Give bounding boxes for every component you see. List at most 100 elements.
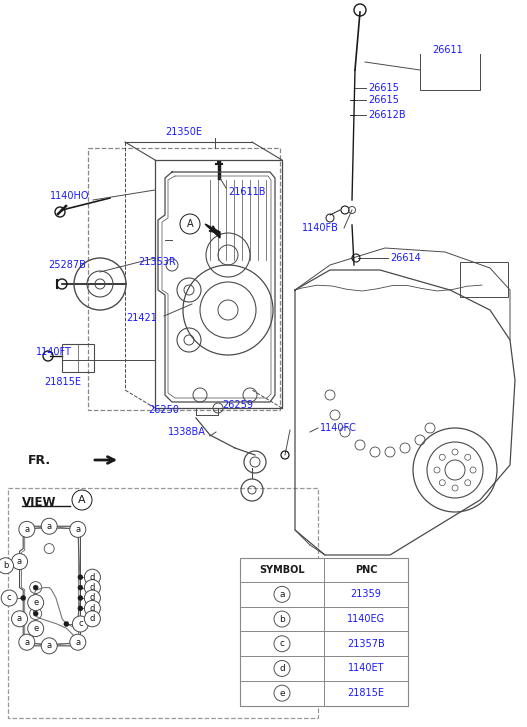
Circle shape (17, 616, 22, 622)
Text: d: d (90, 573, 95, 582)
Text: 21815E: 21815E (44, 377, 81, 387)
Circle shape (12, 611, 27, 627)
Text: b: b (279, 614, 285, 624)
Text: 1140EG: 1140EG (347, 614, 385, 624)
Circle shape (274, 611, 290, 627)
Text: a: a (75, 525, 80, 534)
Circle shape (78, 575, 83, 579)
Text: A: A (78, 495, 86, 505)
Circle shape (33, 585, 38, 590)
Text: 26615: 26615 (368, 83, 399, 93)
Text: e: e (279, 688, 285, 698)
Text: SYMBOL: SYMBOL (259, 565, 305, 575)
Text: 21350E: 21350E (165, 127, 202, 137)
Circle shape (0, 558, 14, 574)
Circle shape (72, 490, 92, 510)
Text: VIEW: VIEW (22, 496, 56, 508)
Text: d: d (90, 583, 95, 592)
Circle shape (274, 587, 290, 603)
Text: 21357B: 21357B (347, 639, 385, 648)
Text: 21815E: 21815E (347, 688, 385, 698)
Text: 21353R: 21353R (138, 257, 175, 267)
Text: d: d (90, 593, 95, 603)
Circle shape (24, 527, 30, 532)
Text: 26612B: 26612B (368, 110, 406, 120)
Circle shape (17, 563, 22, 569)
Circle shape (84, 601, 101, 616)
Text: FR.: FR. (28, 454, 51, 467)
Text: 1140FB: 1140FB (302, 223, 339, 233)
Circle shape (47, 523, 52, 529)
Circle shape (78, 595, 83, 601)
Text: a: a (24, 525, 30, 534)
Text: 1338BA: 1338BA (168, 427, 206, 437)
Polygon shape (205, 224, 220, 238)
Circle shape (84, 569, 101, 585)
Circle shape (1, 590, 17, 606)
Text: e: e (33, 624, 38, 633)
Circle shape (33, 611, 38, 616)
Circle shape (28, 621, 44, 637)
Text: a: a (279, 590, 285, 599)
Text: 26615: 26615 (368, 95, 399, 105)
Text: d: d (279, 664, 285, 673)
Text: a: a (17, 557, 22, 566)
Text: e: e (33, 598, 38, 607)
Text: 1140HO: 1140HO (50, 191, 90, 201)
Circle shape (75, 527, 80, 532)
Text: 21611B: 21611B (228, 187, 266, 197)
Circle shape (78, 585, 83, 590)
Bar (460, 262, 508, 297)
Text: c: c (7, 593, 12, 603)
Circle shape (78, 606, 83, 611)
Circle shape (72, 616, 89, 632)
Text: c: c (279, 639, 285, 648)
Circle shape (17, 559, 22, 564)
Circle shape (19, 521, 35, 537)
Circle shape (274, 660, 290, 676)
Text: 1140FC: 1140FC (320, 423, 357, 433)
Bar (8, 488, 318, 718)
Circle shape (75, 640, 80, 645)
Text: PNC: PNC (355, 565, 377, 575)
Circle shape (70, 521, 86, 537)
Circle shape (274, 635, 290, 651)
Circle shape (84, 611, 101, 627)
Text: a: a (75, 638, 80, 647)
Circle shape (12, 553, 27, 569)
Text: d: d (90, 614, 95, 623)
Circle shape (28, 595, 44, 611)
Text: 21359: 21359 (350, 590, 382, 599)
Text: 26250: 26250 (148, 405, 179, 415)
Text: 1140ET: 1140ET (348, 664, 384, 673)
Text: A: A (187, 219, 193, 229)
Text: d: d (90, 604, 95, 613)
Circle shape (78, 616, 83, 622)
Circle shape (19, 634, 35, 650)
Text: 25287B: 25287B (48, 260, 86, 270)
Circle shape (180, 214, 200, 234)
Text: c: c (78, 619, 83, 629)
Text: a: a (17, 614, 22, 623)
Circle shape (41, 638, 57, 654)
Circle shape (24, 640, 30, 645)
Circle shape (21, 595, 26, 601)
Text: 26614: 26614 (390, 253, 421, 263)
Circle shape (274, 685, 290, 701)
Bar (62, 344, 94, 372)
Text: b: b (3, 561, 8, 570)
Text: 26611: 26611 (432, 45, 463, 55)
Text: a: a (24, 638, 30, 647)
Text: 21421: 21421 (126, 313, 157, 323)
Circle shape (84, 579, 101, 595)
Circle shape (47, 643, 52, 648)
Circle shape (41, 518, 57, 534)
Text: 26259: 26259 (222, 400, 253, 410)
Circle shape (70, 634, 86, 650)
Text: a: a (46, 641, 52, 651)
Circle shape (84, 590, 101, 606)
Bar (240, 558, 408, 706)
Text: a: a (46, 522, 52, 531)
Text: 1140FT: 1140FT (36, 347, 72, 357)
Bar (88, 148, 280, 410)
